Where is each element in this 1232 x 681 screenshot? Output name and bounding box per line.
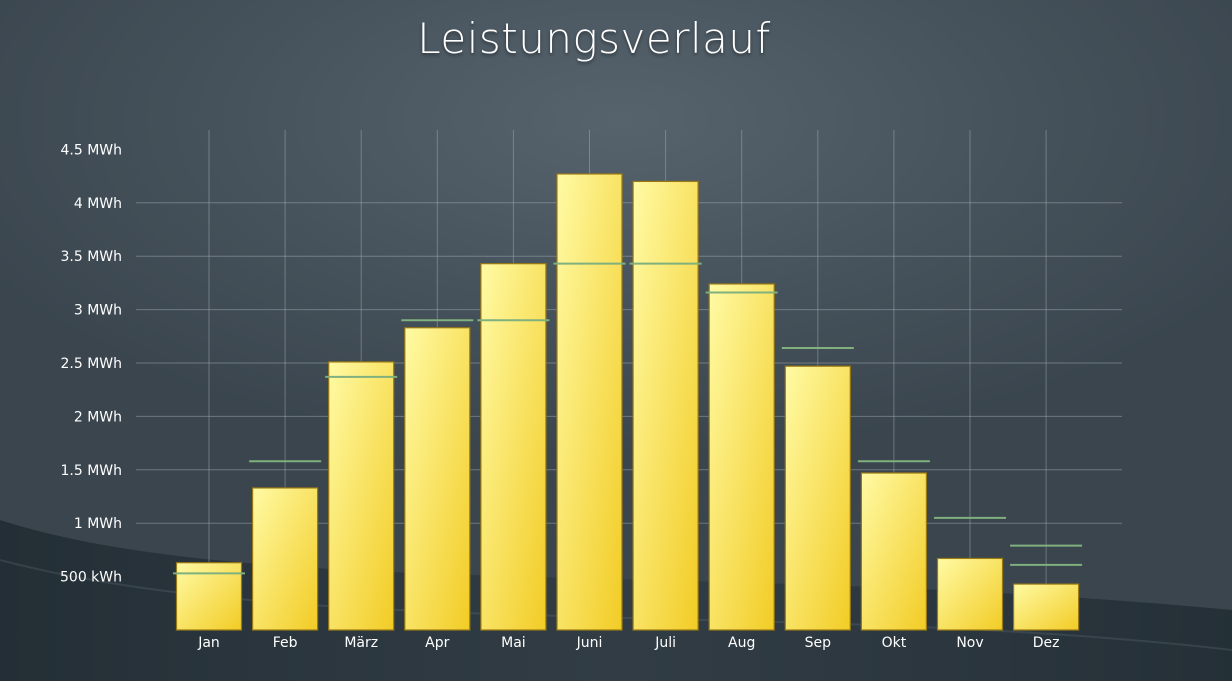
y-tick-label: 2 MWh (74, 409, 122, 425)
x-tick-label: Juli (654, 635, 676, 651)
y-tick-label: 4.5 MWh (60, 142, 122, 158)
x-tick-label: Sep (805, 635, 832, 651)
bar (1012, 583, 1080, 631)
chart-title: Leistungsverlauf (417, 14, 771, 63)
bar (252, 487, 319, 631)
x-tick-label: März (344, 635, 378, 651)
bar (936, 557, 1004, 631)
bar (556, 173, 623, 631)
y-tick-label: 3.5 MWh (60, 249, 122, 265)
reference-line-layer (173, 262, 1083, 575)
x-tick-label: Apr (425, 635, 449, 651)
y-tick-label: 1 MWh (74, 516, 122, 532)
y-tick-label: 2.5 MWh (60, 356, 122, 372)
y-tick-label: 3 MWh (74, 303, 122, 319)
bar (404, 327, 471, 631)
y-tick-label: 500 kWh (60, 570, 122, 586)
bar (860, 472, 928, 631)
bar (784, 365, 851, 631)
x-tick-label: Mai (501, 635, 526, 651)
label-layer: 500 kWh 1 MWh 1.5 MWh 2 MWh 2.5 MWh 3 MWh 3.5 … (60, 142, 1059, 651)
bar (632, 180, 699, 631)
bar (708, 283, 775, 631)
x-tick-label: Aug (728, 635, 755, 651)
x-tick-label: Feb (273, 635, 298, 651)
x-tick-label: Okt (882, 635, 907, 651)
bar (328, 361, 395, 631)
x-tick-label: Juni (576, 635, 603, 651)
x-tick-label: Nov (956, 635, 983, 651)
y-tick-label: 4 MWh (74, 196, 122, 212)
x-tick-label: Dez (1033, 635, 1060, 651)
x-tick-label: Jan (197, 635, 220, 651)
bar (480, 263, 547, 631)
bar-layer (175, 173, 1080, 631)
y-tick-label: 1.5 MWh (60, 463, 122, 479)
